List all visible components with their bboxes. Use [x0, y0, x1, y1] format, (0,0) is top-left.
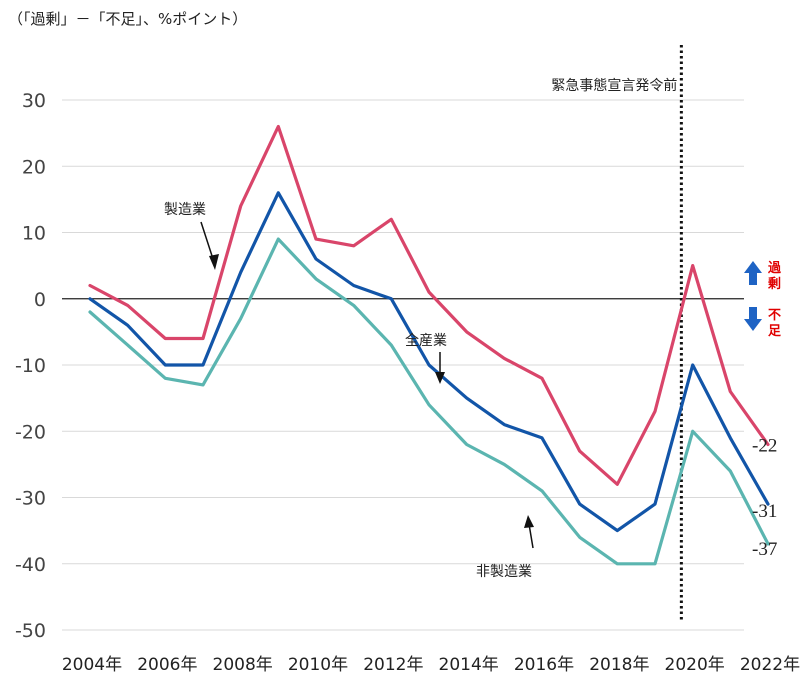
annotation-manufacturing-arrowhead: [209, 254, 219, 270]
y-tick-label: 20: [22, 156, 46, 178]
annotation-manufacturing-label: 製造業: [164, 202, 206, 218]
annotation-non-manufacturing: 非製造業: [476, 515, 534, 580]
annotation-manufacturing: 製造業: [164, 202, 219, 270]
shortage-label-1: 不: [768, 308, 781, 323]
unit-label: （「過剰」－「不足」、%ポイント）: [8, 10, 248, 28]
y-tick-label: -20: [15, 421, 46, 443]
emergency-declaration-marker: 緊急事態宣言発令前: [551, 45, 683, 620]
series-line-3: [88, 237, 770, 566]
annotation-all-industries: 全産業: [405, 332, 447, 384]
annotation-all-industries-label: 全産業: [405, 332, 447, 349]
x-tick-label: 2014年: [439, 655, 499, 675]
y-tick-label: -40: [15, 554, 46, 576]
series-line-1: [88, 124, 770, 486]
y-tick-label: -10: [15, 355, 46, 377]
surplus-label-2: 剰: [767, 276, 781, 292]
y-axis-ticks: 30 20 10 0 -10 -20 -30 -40 -50: [15, 90, 46, 642]
x-tick-label: 2018年: [589, 655, 649, 675]
y-tick-label: 0: [34, 289, 46, 311]
x-tick-label: 2010年: [288, 655, 348, 675]
series-lines: [88, 124, 770, 566]
x-tick-label: 2016年: [514, 655, 574, 675]
y-tick-label: -50: [15, 620, 46, 642]
shortage-down-arrow-icon: [744, 307, 762, 331]
end-labels: -22 -31 -37: [752, 436, 777, 560]
shortage-label-2: 足: [768, 324, 782, 339]
x-tick-label: 2004年: [62, 655, 122, 675]
annotation-non-manufacturing-arrow: [528, 523, 534, 549]
x-tick-label: 2020年: [665, 655, 725, 675]
annotation-non-manufacturing-arrowhead: [524, 515, 534, 528]
y-tick-label: -30: [15, 488, 46, 510]
x-tick-label: 2012年: [363, 655, 423, 675]
end-value-label: -31: [752, 501, 777, 522]
annotation-all-industries-arrowhead: [435, 372, 445, 384]
annotation-non-manufacturing-label: 非製造業: [476, 564, 532, 580]
surplus-label-1: 過: [767, 260, 782, 276]
y-tick-label: 10: [22, 223, 46, 245]
x-tick-label: 2008年: [213, 655, 273, 675]
x-axis-ticks: 2004年 2006年 2008年 2010年 2012年 2014年 2016年 2018年…: [62, 655, 800, 675]
side-legend: 過 剰 不 足: [744, 260, 782, 339]
surplus-up-arrow-icon: [744, 261, 762, 285]
x-tick-label: 2006年: [137, 655, 197, 675]
annotation-manufacturing-arrow: [200, 221, 215, 263]
end-value-label: -37: [752, 539, 777, 560]
emergency-declaration-label: 緊急事態宣言発令前: [551, 77, 677, 94]
end-value-label: -22: [752, 436, 777, 457]
x-tick-label: 2022年: [740, 655, 800, 675]
y-tick-label: 30: [22, 90, 46, 112]
